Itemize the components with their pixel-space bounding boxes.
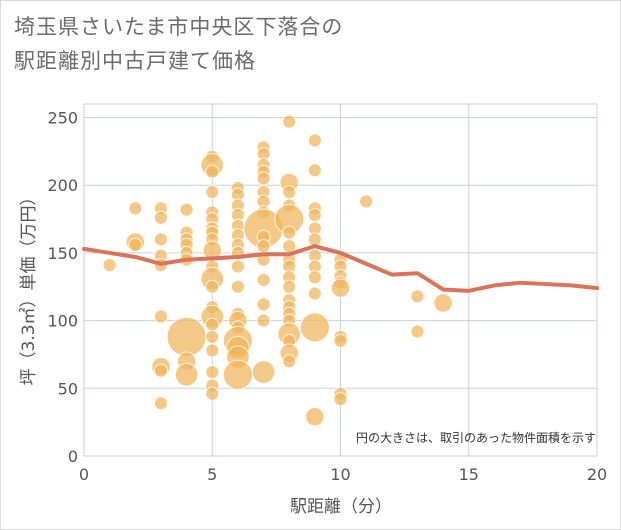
trend-line <box>82 244 599 293</box>
scatter-point <box>230 279 245 294</box>
scatter-point <box>330 278 351 298</box>
scatter-point <box>153 309 168 324</box>
y-tick-label: 150 <box>47 244 78 263</box>
scatter-point <box>359 194 374 209</box>
scatter-point <box>166 316 207 357</box>
scatter-point <box>153 210 168 225</box>
scatter-point <box>205 386 220 401</box>
scatter-point <box>282 185 297 199</box>
size-annotation: 円の大きさは、取引のあった物件面積を示す <box>356 430 596 445</box>
scatter-point <box>205 329 220 344</box>
scatter-point <box>307 133 322 148</box>
grid <box>83 103 598 457</box>
scatter-point <box>179 202 194 217</box>
chart-title-line-1: 埼玉県さいたま市中央区下落合の <box>14 15 344 39</box>
scatter-point <box>205 164 220 179</box>
scatter-point <box>307 208 322 223</box>
scatter-point <box>205 279 220 294</box>
y-tick-label: 0 <box>68 447 78 466</box>
scatter-point <box>102 258 117 273</box>
chart-title-line-2: 駅距離別中古戸建て価格 <box>14 49 256 73</box>
scatter-point <box>153 396 168 411</box>
scatter-point <box>299 312 330 343</box>
x-tick-label: 10 <box>330 465 350 484</box>
scatter-point <box>205 365 220 380</box>
scatter-point <box>256 297 271 312</box>
bubbles <box>102 114 453 427</box>
y-axis-label: 坪（3.3㎡）単価（万円） <box>19 188 39 385</box>
scatter-point <box>251 360 276 384</box>
scatter-point <box>433 293 453 313</box>
scatter-point <box>128 201 143 216</box>
scatter-point <box>153 232 168 247</box>
y-tick-label: 50 <box>58 379 78 398</box>
scatter-point <box>256 239 271 254</box>
scatter-point <box>256 171 271 186</box>
scatter-point <box>410 324 425 339</box>
axis-ticks: 0 50 100 150 200 250 0 5 10 15 20 <box>47 109 607 484</box>
scatter-point <box>282 239 297 254</box>
scatter-point <box>333 392 348 407</box>
scatter-point <box>307 232 322 247</box>
x-tick-label: 0 <box>79 465 89 484</box>
scatter-point <box>333 333 348 348</box>
x-tick-label: 15 <box>459 465 479 484</box>
scatter-point <box>307 163 322 178</box>
scatter-point <box>410 289 425 304</box>
y-tick-label: 250 <box>47 109 78 128</box>
x-axis-label: 駅距離（分） <box>290 497 392 517</box>
trend-line-group <box>82 244 599 293</box>
scatter-point <box>205 343 220 358</box>
scatter-point <box>153 363 168 378</box>
x-tick-label: 20 <box>587 465 607 484</box>
x-tick-label: 5 <box>207 465 217 484</box>
scatter-point <box>256 273 271 287</box>
chart-title: 埼玉県さいたま市中央区下落合の 駅距離別中古戸建て価格 <box>14 10 574 78</box>
scatter-point <box>222 359 253 390</box>
scatter-point <box>205 185 220 199</box>
scatter-point <box>205 317 220 332</box>
scatter-point <box>282 279 297 294</box>
scatter-point <box>282 225 297 240</box>
scatter-point <box>128 237 143 252</box>
scatter-point <box>256 313 271 328</box>
scatter-point <box>307 270 322 285</box>
y-tick-label: 200 <box>47 176 78 195</box>
scatter-point <box>305 407 325 427</box>
scatter-point <box>282 114 297 129</box>
scatter-point <box>307 286 322 301</box>
scatter-point <box>174 363 199 387</box>
scatter-point <box>230 259 245 274</box>
y-tick-label: 100 <box>47 312 78 331</box>
scatter-point <box>282 354 297 369</box>
